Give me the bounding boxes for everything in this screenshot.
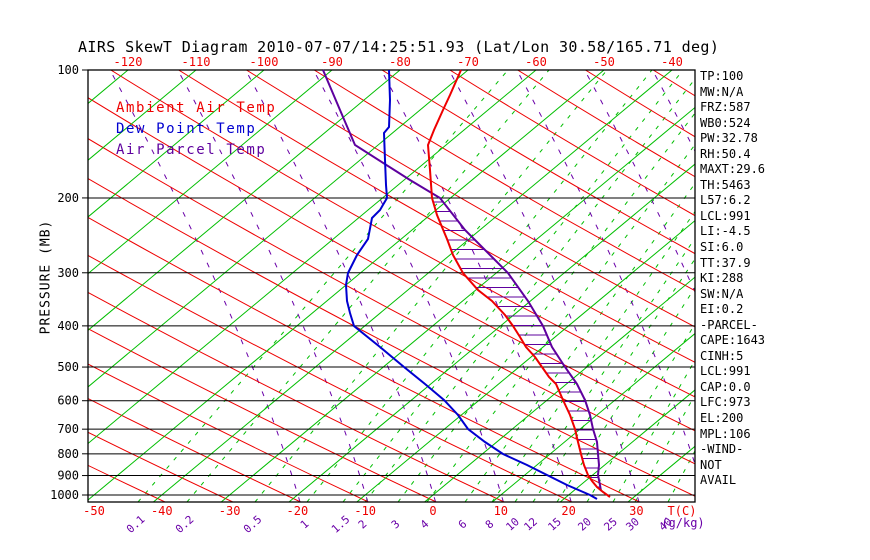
top-temp-tick-label: -50 (593, 55, 615, 69)
stat-line: KI:288 (700, 271, 744, 286)
isotherm-lines (88, 70, 695, 502)
stat-line: WB0:524 (700, 115, 751, 130)
mixing-ratio-tick-label: 20 (575, 515, 594, 534)
bottom-temp-tick-label: 10 (494, 504, 508, 518)
stat-line: NOT (700, 457, 722, 472)
bottom-temp-tick-label: -20 (287, 504, 309, 518)
top-temp-tick-label: -90 (321, 55, 343, 69)
mixing-ratio-tick-label: 2 (356, 517, 370, 531)
moist-adiabat-lines (109, 70, 695, 502)
bottom-temp-labels: -50 -40 -30 -20 -10 0 10 20 30 T(C) (83, 504, 696, 518)
pressure-tick-label: 500 (57, 360, 79, 374)
mixing-ratio-tick-label: 0.2 (173, 513, 196, 536)
dry-adiabat-lines (88, 70, 695, 502)
top-temp-tick-label: -100 (250, 55, 279, 69)
pressure-tick-label: 600 (57, 394, 79, 408)
stat-line: LCL:991 (700, 364, 751, 379)
stat-line: SI:6.0 (700, 240, 744, 255)
sounding-stats-panel: TP:100 MW:N/A FRZ:587 WB0:524 PW:32.78 RH:50.… (700, 69, 765, 489)
legend-item-dew-point-temp: Dew Point Temp (116, 121, 257, 137)
mixing-ratio-labels: 0.1 0.2 0.5 1 1.5 2 3 4 6 8 10 12 15 20 25 30 40(g/kg) (124, 513, 705, 536)
mixing-ratio-tick-label: 3 (389, 517, 403, 531)
bottom-temp-tick-label: 30 (629, 504, 643, 518)
stat-line: TT:37.9 (700, 255, 751, 270)
stat-line: LI:-4.5 (700, 224, 751, 239)
stat-line: SW:N/A (700, 286, 744, 301)
stat-line: CINH:5 (700, 348, 744, 363)
ambient-air-temp-curve (426, 69, 611, 498)
stat-line: -WIND- (700, 442, 744, 457)
mixing-ratio-tick-label: 25 (601, 515, 620, 534)
background-line-families (88, 70, 695, 502)
stat-line: EI:0.2 (700, 302, 744, 317)
stat-line: LFC:973 (700, 395, 751, 410)
mixing-ratio-tick-label: 0.5 (241, 513, 264, 536)
temp-unit-label: T(C) (668, 504, 697, 518)
stat-line: CAP:0.0 (700, 379, 751, 394)
pressure-tick-label: 200 (57, 191, 79, 205)
top-temp-tick-label: -60 (525, 55, 547, 69)
stat-line: MPL:106 (700, 426, 751, 441)
legend: Ambient Air Temp Dew Point Temp Air Parc… (116, 100, 276, 163)
pressure-tick-label: 900 (57, 469, 79, 483)
stat-line: PW:32.78 (700, 131, 758, 146)
mixing-ratio-tick-label: 12 (521, 515, 540, 534)
stat-line: MW:N/A (700, 84, 744, 99)
stat-line: CAPE:1643 (700, 333, 766, 348)
air-parcel-temp-curve (322, 69, 602, 492)
bottom-temp-tick-label: -30 (219, 504, 241, 518)
pressure-tick-label: 800 (57, 447, 79, 461)
stat-line: TP:100 (700, 69, 744, 83)
stat-line: MAXT:29.6 (700, 162, 766, 177)
legend-item-ambient-air-temp: Ambient Air Temp (116, 100, 277, 116)
top-temp-tick-label: -40 (661, 55, 683, 69)
dew-point-temp-curve (344, 69, 598, 500)
bottom-temp-tick-label: 0 (429, 504, 436, 518)
mixing-ratio-tick-label: 6 (456, 517, 470, 531)
pressure-axis-title: PRESSURE (MB) (38, 219, 54, 335)
pressure-tick-label: 400 (57, 319, 79, 333)
top-temp-tick-label: -80 (389, 55, 411, 69)
pressure-tick-label: 1000 (50, 488, 79, 502)
plot-frame (87, 69, 696, 503)
legend-item-air-parcel-temp: Air Parcel Temp (116, 142, 267, 158)
bottom-temp-tick-label: -10 (354, 504, 376, 518)
cape-hatch-area (433, 201, 601, 488)
mixing-ratio-unit-label: (g/kg) (661, 516, 704, 530)
top-temp-tick-label: -110 (182, 55, 211, 69)
pressure-tick-label: 100 (57, 63, 79, 77)
bottom-temp-tick-label: -50 (83, 504, 105, 518)
top-temp-labels: -120 -110 -100 -90 -80 -70 -60 -50 -40 (114, 55, 683, 69)
pressure-tick-label: 300 (57, 266, 79, 280)
chart-title: AIRS SkewT Diagram 2010-07-07/14:25:51.9… (78, 38, 720, 56)
mixing-ratio-tick-label: 1 (298, 517, 312, 531)
stat-line: -PARCEL- (700, 317, 758, 332)
stat-line: RH:50.4 (700, 146, 751, 161)
bottom-temp-tick-label: -40 (151, 504, 173, 518)
mixing-ratio-tick-label: 0.1 (124, 513, 147, 536)
top-temp-tick-label: -70 (457, 55, 479, 69)
mixing-ratio-tick-label: 4 (418, 517, 432, 531)
top-temp-tick-label: -120 (114, 55, 143, 69)
stat-line: EL:200 (700, 411, 744, 426)
stat-line: TH:5463 (700, 177, 751, 192)
stat-line: LCL:991 (700, 208, 751, 223)
bottom-temp-tick-label: 20 (561, 504, 575, 518)
mixing-ratio-tick-label: 8 (483, 517, 497, 531)
stat-line: L57:6.2 (700, 193, 751, 208)
stat-line: FRZ:587 (700, 100, 751, 115)
mixing-ratio-tick-label: 1.5 (329, 513, 352, 536)
pressure-tick-label: 700 (57, 422, 79, 436)
stat-line: AVAIL (700, 473, 737, 488)
